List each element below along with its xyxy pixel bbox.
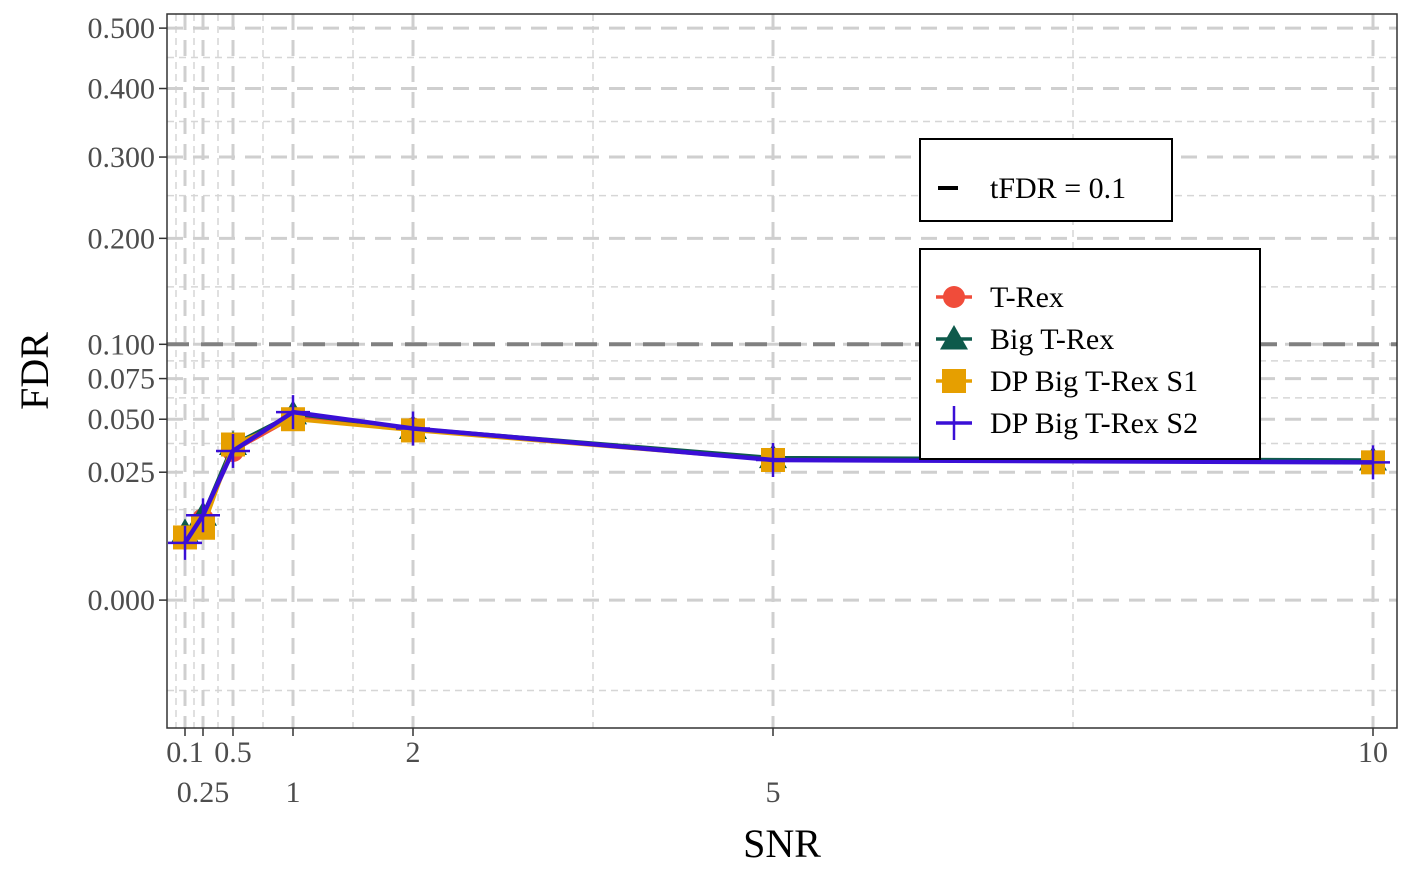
- y-tick-label: 0.300: [88, 141, 156, 174]
- reference-line-legend: tFDR = 0.1: [919, 138, 1173, 222]
- panel-border: [166, 13, 1398, 729]
- legend-item-big-t-rex: Big T-Rex: [936, 323, 1114, 356]
- x-tick-label: 0.25: [177, 776, 230, 809]
- x-axis-title: SNR: [743, 821, 821, 866]
- x-tick-label: 1: [286, 776, 301, 809]
- y-tick-label: 0.075: [88, 363, 156, 396]
- data-point: [396, 411, 430, 446]
- data-point: [756, 442, 790, 477]
- legend-label: DP Big T-Rex S1: [990, 365, 1198, 398]
- series-legend: T-Rex Big T-Rex DP Big T-Rex S1 DP Big T-Re…: [919, 248, 1261, 460]
- x-tick-label: 2: [406, 736, 421, 769]
- series-legend-box: [919, 248, 1261, 460]
- reference-legend-label: tFDR = 0.1: [990, 172, 1126, 205]
- legend-label: T-Rex: [990, 281, 1064, 314]
- data-point: [186, 498, 220, 533]
- y-tick-label: 0.025: [88, 456, 156, 489]
- y-tick-label: 0.100: [88, 328, 156, 361]
- legend-label: DP Big T-Rex S2: [990, 407, 1198, 440]
- series-legend-items: T-Rex Big T-Rex DP Big T-Rex S1 DP Big T-Re…: [936, 281, 1198, 440]
- legend-label: Big T-Rex: [990, 323, 1114, 356]
- legend-item-dp-big-t-rex-s1: DP Big T-Rex S1: [936, 365, 1198, 398]
- legend-key-marker: [940, 325, 968, 350]
- x-tick-label: 5: [766, 776, 781, 809]
- y-tick-label: 0.400: [88, 73, 156, 106]
- x-tick-label: 0.5: [214, 736, 252, 769]
- y-axis-title: FDR: [12, 332, 57, 410]
- series-dp-big-t-rex-s2: [168, 395, 1390, 560]
- x-tick-label: 0.1: [166, 736, 204, 769]
- legend-item-dp-big-t-rex-s2: DP Big T-Rex S2: [936, 406, 1198, 440]
- legend-key-marker: [937, 406, 971, 440]
- data-point: [1356, 445, 1390, 480]
- x-tick-labels: 0.1 0.25 0.5 1 2 5 10: [166, 728, 1388, 809]
- data-point: [168, 525, 202, 560]
- data-point: [216, 433, 250, 468]
- reference-legend-box: [919, 138, 1173, 222]
- legend-key-marker: [942, 369, 966, 393]
- y-tick-label: 0.000: [88, 584, 156, 617]
- y-tick-label: 0.200: [88, 222, 156, 255]
- series-layer: [168, 395, 1390, 560]
- x-tick-label: 10: [1358, 736, 1388, 769]
- legend-key-marker: [943, 286, 965, 308]
- data-point: [276, 395, 310, 430]
- y-tick-label: 0.500: [88, 12, 156, 45]
- legend-item-t-rex: T-Rex: [936, 281, 1064, 314]
- y-tick-label: 0.050: [88, 403, 156, 436]
